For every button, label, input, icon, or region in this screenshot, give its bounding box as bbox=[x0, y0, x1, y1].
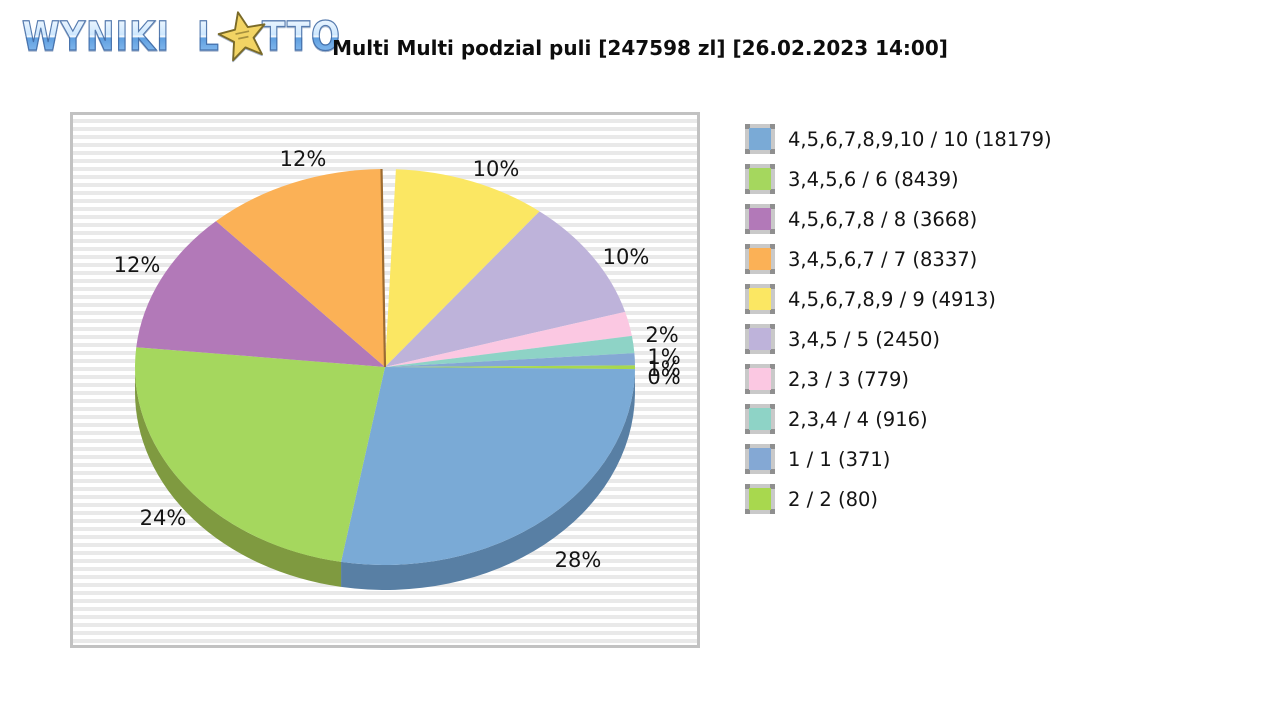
slice-percent-label: 12% bbox=[279, 147, 327, 171]
legend-item: 2,3 / 3 (779) bbox=[745, 364, 1052, 394]
legend-label: 4,5,6,7,8,9 / 9 (4913) bbox=[788, 287, 996, 311]
legend-label: 2,3 / 3 (779) bbox=[788, 367, 910, 391]
slice-percent-label: 10% bbox=[472, 157, 520, 181]
legend-item: 4,5,6,7,8 / 8 (3668) bbox=[745, 204, 1052, 234]
logo-word-tto: TTO bbox=[262, 12, 342, 60]
legend-item: 4,5,6,7,8,9 / 9 (4913) bbox=[745, 284, 1052, 314]
legend-swatch-color bbox=[749, 408, 771, 430]
legend-item: 2,3,4 / 4 (916) bbox=[745, 404, 1052, 434]
legend-swatch bbox=[745, 404, 775, 434]
slice-percent-label: 0% bbox=[647, 365, 681, 389]
legend-label: 4,5,6,7,8 / 8 (3668) bbox=[788, 207, 978, 231]
legend-swatch bbox=[745, 124, 775, 154]
logo-word-l: L bbox=[196, 12, 220, 60]
legend-item: 2 / 2 (80) bbox=[745, 484, 1052, 514]
legend-swatch bbox=[745, 204, 775, 234]
legend-swatch-color bbox=[749, 328, 771, 350]
legend-item: 4,5,6,7,8,9,10 / 10 (18179) bbox=[745, 124, 1052, 154]
legend-label: 3,4,5,6 / 6 (8439) bbox=[788, 167, 959, 191]
star-icon bbox=[218, 11, 266, 62]
legend-label: 4,5,6,7,8,9,10 / 10 (18179) bbox=[788, 127, 1052, 151]
slice-percent-label: 2% bbox=[645, 323, 679, 347]
wyniki-lotto-logo: WYNIKI L TTO bbox=[21, 11, 348, 62]
legend-label: 2 / 2 (80) bbox=[788, 487, 879, 511]
slice-percent-label: 28% bbox=[554, 548, 602, 572]
legend-item: 3,4,5,6,7 / 7 (8337) bbox=[745, 244, 1052, 274]
legend-swatch bbox=[745, 484, 775, 514]
legend-swatch-color bbox=[749, 168, 771, 190]
legend: 4,5,6,7,8,9,10 / 10 (18179) 3,4,5,6 / 6 (… bbox=[745, 124, 1052, 524]
logo-word-wyniki: WYNIKI bbox=[21, 12, 170, 60]
legend-swatch bbox=[745, 244, 775, 274]
legend-label: 3,4,5 / 5 (2450) bbox=[788, 327, 941, 351]
legend-swatch-color bbox=[749, 288, 771, 310]
chart-panel bbox=[70, 112, 700, 648]
legend-item: 1 / 1 (371) bbox=[745, 444, 1052, 474]
legend-item: 3,4,5,6 / 6 (8439) bbox=[745, 164, 1052, 194]
slice-percent-label: 24% bbox=[139, 506, 187, 530]
legend-swatch bbox=[745, 364, 775, 394]
legend-swatch bbox=[745, 444, 775, 474]
legend-swatch-color bbox=[749, 128, 771, 150]
legend-item: 3,4,5 / 5 (2450) bbox=[745, 324, 1052, 354]
legend-swatch-color bbox=[749, 208, 771, 230]
legend-swatch bbox=[745, 324, 775, 354]
slice-percent-label: 10% bbox=[602, 245, 650, 269]
legend-swatch-color bbox=[749, 448, 771, 470]
slice-percent-label: 1% bbox=[647, 345, 681, 369]
legend-label: 1 / 1 (371) bbox=[788, 447, 891, 471]
legend-swatch-color bbox=[749, 488, 771, 510]
legend-swatch-color bbox=[749, 368, 771, 390]
legend-swatch-color bbox=[749, 248, 771, 270]
legend-label: 2,3,4 / 4 (916) bbox=[788, 407, 928, 431]
legend-label: 3,4,5,6,7 / 7 (8337) bbox=[788, 247, 978, 271]
slice-percent-label: 1% bbox=[647, 357, 681, 381]
slice-percent-label: 12% bbox=[113, 253, 161, 277]
chart-title: Multi Multi podzial puli [247598 zl] [26… bbox=[332, 36, 948, 60]
legend-swatch bbox=[745, 284, 775, 314]
legend-swatch bbox=[745, 164, 775, 194]
